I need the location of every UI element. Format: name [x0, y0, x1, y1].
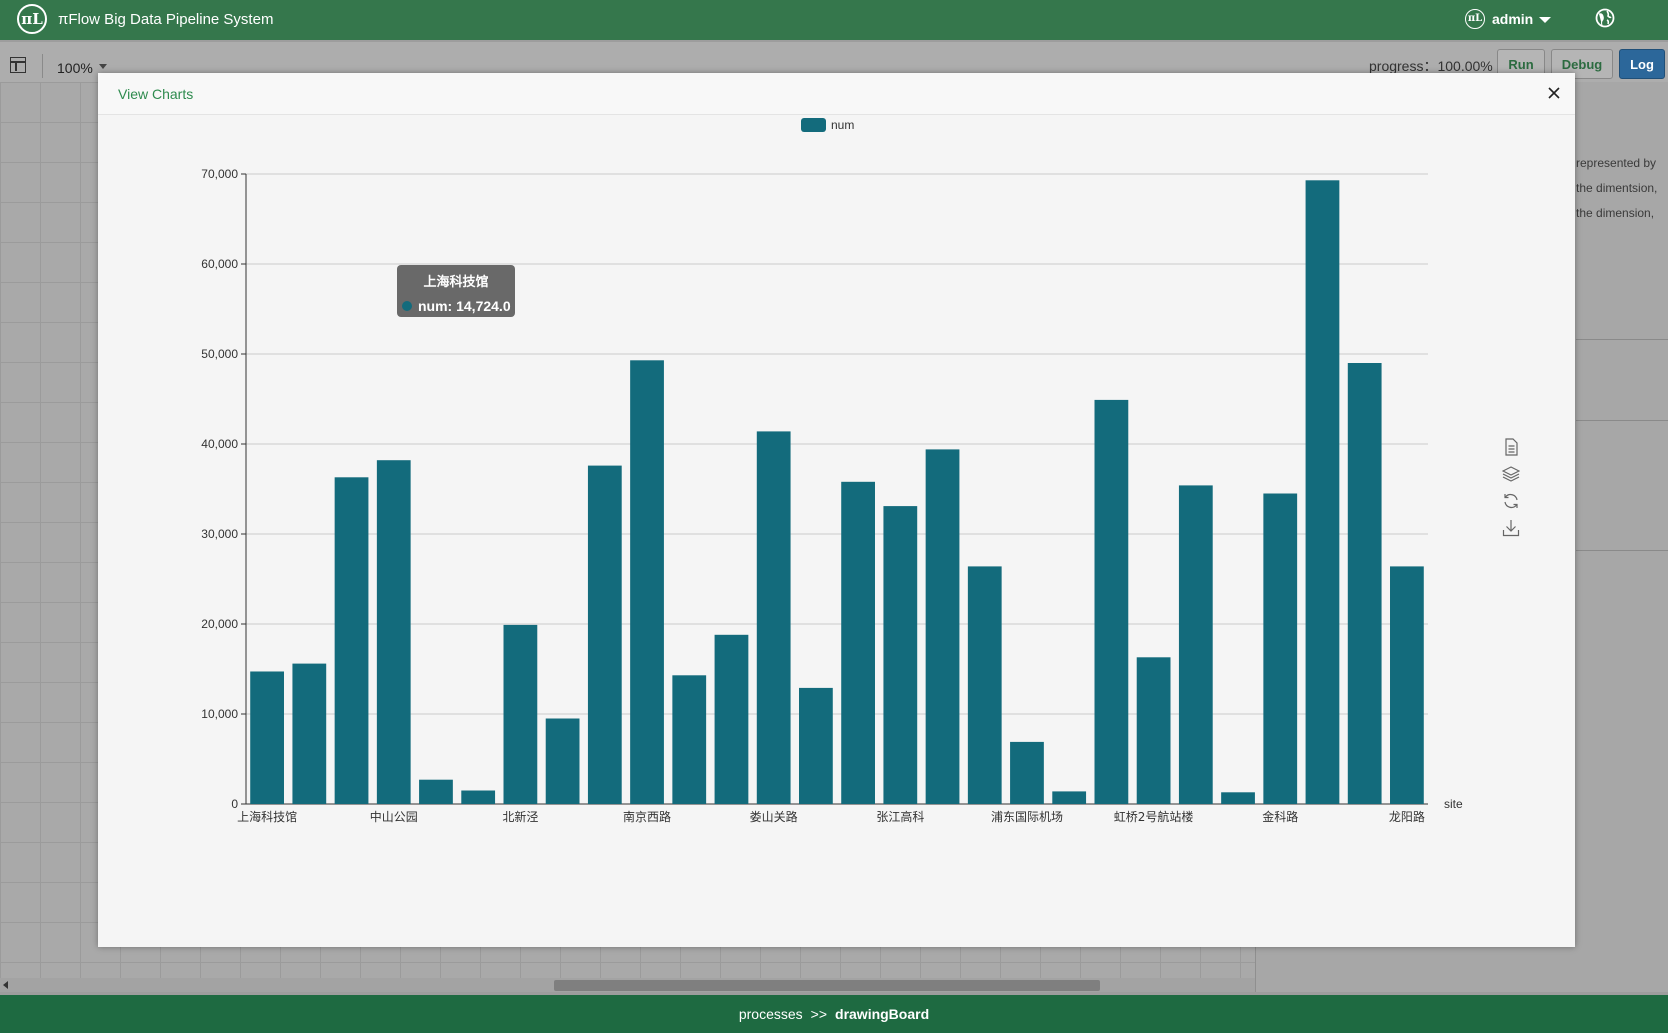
scroll-left-icon[interactable] — [3, 981, 8, 989]
restore-icon[interactable] — [1502, 492, 1520, 510]
bar — [1052, 791, 1087, 804]
tooltip-box — [397, 265, 515, 317]
modal-title: View Charts — [118, 86, 194, 102]
log-button[interactable]: Log — [1619, 49, 1665, 79]
data-view-icon[interactable] — [1502, 438, 1520, 456]
x-tick-label: 金科路 — [1262, 809, 1298, 824]
debug-button[interactable]: Debug — [1551, 49, 1613, 79]
bar — [756, 431, 791, 804]
bar — [376, 460, 411, 804]
app-logo-icon: πL — [17, 4, 47, 34]
breadcrumb-current: drawingBoard — [835, 1006, 930, 1022]
tooltip-marker — [402, 301, 412, 311]
x-tick-label: 浦东国际机场 — [991, 810, 1063, 824]
bar — [883, 506, 918, 804]
bar — [292, 663, 327, 804]
bar — [841, 481, 875, 804]
user-avatar-icon: πL — [1465, 9, 1485, 29]
x-tick-label: 上海科技馆 — [237, 809, 297, 824]
x-tick-label: 龙阳路 — [1389, 809, 1425, 824]
user-menu[interactable]: πL admin — [1465, 6, 1552, 32]
scrollbar-thumb[interactable] — [554, 980, 1100, 991]
y-tick-label: 70,000 — [201, 167, 238, 181]
chevron-down-icon — [1539, 17, 1552, 23]
panel-text-line: the dimension, — [1576, 206, 1655, 220]
bar — [461, 790, 496, 804]
bar — [545, 718, 580, 804]
stack-icon[interactable] — [1502, 465, 1520, 483]
x-tick-label: 北新泾 — [502, 809, 538, 824]
bar — [334, 477, 369, 804]
legend-label: num — [831, 118, 854, 132]
tooltip-title: 上海科技馆 — [423, 274, 488, 290]
panel-text-line: the dimentsion, — [1576, 181, 1658, 195]
bar — [1305, 180, 1340, 805]
x-tick-label: 张江高科 — [876, 809, 924, 824]
legend-swatch — [801, 118, 826, 132]
panel-divider — [1576, 420, 1668, 421]
top-bar: πL πFlow Big Data Pipeline System πL adm… — [0, 0, 1668, 40]
bar — [1136, 657, 1171, 804]
globe-icon[interactable] — [1595, 8, 1615, 28]
bar — [1094, 399, 1129, 804]
breadcrumb: processes >> drawingBoard — [0, 995, 1668, 1033]
bar — [1390, 566, 1424, 804]
y-tick-label: 20,000 — [201, 617, 238, 631]
y-tick-label: 30,000 — [201, 527, 238, 541]
zoom-select[interactable]: 100% — [57, 60, 107, 76]
y-tick-label: 50,000 — [201, 347, 238, 361]
y-tick-label: 10,000 — [201, 707, 238, 721]
toolbar-divider — [42, 54, 43, 78]
y-tick-label: 40,000 — [201, 437, 238, 451]
app-title: πFlow Big Data Pipeline System — [58, 11, 274, 28]
layout-toggle-icon[interactable] — [10, 57, 26, 73]
bar — [1010, 741, 1044, 804]
x-tick-label: 南京西路 — [623, 809, 671, 824]
bar — [419, 779, 453, 804]
bar — [1263, 493, 1298, 804]
progress-text: progress：100.00% — [1369, 58, 1493, 74]
x-axis-label: site — [1444, 797, 1463, 811]
breadcrumb-root[interactable]: processes — [738, 1006, 803, 1022]
bar — [1178, 485, 1213, 804]
y-tick-label: 60,000 — [201, 257, 238, 271]
bar — [503, 624, 538, 804]
modal-header: View Charts — [98, 73, 1575, 115]
x-tick-label: 虹桥2号航站楼 — [1114, 809, 1194, 824]
chevron-down-icon — [98, 64, 107, 69]
bar — [630, 360, 664, 804]
x-tick-label: 娄山关路 — [750, 809, 798, 824]
panel-divider — [1576, 339, 1668, 340]
bar — [1347, 363, 1382, 804]
download-icon[interactable] — [1502, 519, 1520, 537]
bar — [967, 566, 1002, 804]
bar — [672, 675, 707, 804]
bar — [250, 671, 284, 804]
bar — [587, 465, 622, 804]
bar — [925, 449, 960, 804]
bar — [799, 687, 833, 804]
panel-text-line: represented by — [1576, 156, 1657, 170]
breadcrumb-separator: >> — [810, 1006, 828, 1022]
bar-chart: 0 10,000 20,000 30,000 40,000 50,000 60,000 70,… — [201, 118, 1463, 824]
panel-divider — [1576, 550, 1668, 551]
y-tick-label: 0 — [231, 797, 238, 811]
close-icon[interactable] — [1544, 83, 1564, 103]
zoom-value: 100% — [57, 60, 93, 76]
horizontal-scrollbar[interactable] — [0, 978, 1255, 992]
tooltip-value: num: 14,724.0 — [418, 298, 511, 314]
x-tick-label: 中山公园 — [370, 809, 418, 824]
user-name: admin — [1492, 11, 1534, 27]
chart-modal: View Charts 0 10,000 20,000 30,000 40,000 50,… — [98, 73, 1575, 947]
bar — [714, 634, 749, 804]
bar — [1221, 792, 1255, 804]
